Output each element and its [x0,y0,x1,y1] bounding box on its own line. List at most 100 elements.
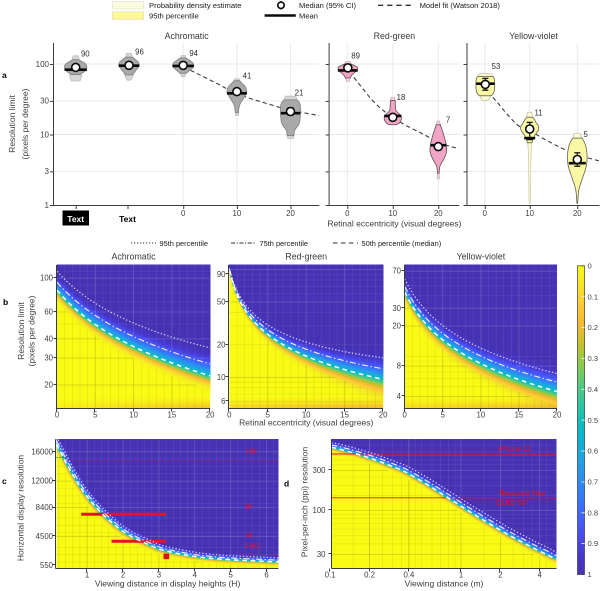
svg-text:1: 1 [588,570,592,579]
svg-text:18: 18 [397,93,406,102]
svg-text:20: 20 [286,209,295,218]
svg-text:Yellow-violet: Yellow-violet [457,252,506,262]
svg-text:Text: Text [67,214,84,224]
svg-text:10: 10 [525,209,534,218]
svg-text:15: 15 [515,411,524,420]
svg-text:15: 15 [168,411,177,420]
svg-text:20: 20 [553,411,562,420]
svg-text:16000: 16000 [31,447,53,456]
svg-text:(pixels per degree): (pixels per degree) [20,88,30,159]
svg-text:a: a [2,70,7,80]
svg-text:70: 70 [392,267,401,276]
svg-text:90: 90 [217,270,226,279]
svg-text:3: 3 [157,571,161,580]
svg-text:Viewing distance (m): Viewing distance (m) [405,579,484,589]
svg-text:Retinal eccentricity (visual d: Retinal eccentricity (visual degrees) [239,418,373,428]
svg-text:Red-green: Red-green [374,31,416,41]
svg-text:0.2: 0.2 [588,323,599,332]
svg-text:8: 8 [397,362,401,371]
svg-text:20: 20 [206,411,215,420]
svg-text:c: c [2,476,7,486]
svg-text:41: 41 [243,72,252,81]
svg-text:Samsung Neo: Samsung Neo [500,488,546,497]
svg-text:Horizontal display resolution: Horizontal display resolution [16,455,26,562]
svg-text:53: 53 [492,62,501,71]
svg-text:40: 40 [44,335,53,344]
svg-text:21: 21 [295,89,304,98]
svg-text:4: 4 [538,571,543,580]
svg-text:0.6: 0.6 [588,447,599,456]
svg-text:Retinal eccentricity (visual d: Retinal eccentricity (visual degrees) [327,219,461,229]
svg-text:4: 4 [397,392,402,401]
svg-text:0: 0 [403,411,408,420]
svg-text:d: d [284,479,289,489]
svg-text:FHD: FHD [245,541,260,550]
svg-text:96: 96 [135,48,144,57]
svg-text:50: 50 [217,298,226,307]
svg-text:4500: 4500 [36,532,54,541]
svg-text:10: 10 [217,373,226,382]
svg-text:Achromatic: Achromatic [112,252,157,262]
svg-text:Mean: Mean [299,12,318,21]
svg-text:16k: 16k [245,446,257,455]
svg-text:50th percentile (median): 50th percentile (median) [362,239,442,248]
svg-text:2: 2 [498,571,502,580]
svg-text:100: 100 [36,60,50,69]
svg-text:5: 5 [266,411,271,420]
svg-text:6: 6 [264,571,268,580]
svg-text:100: 100 [312,506,326,515]
svg-text:4k: 4k [245,530,253,539]
svg-text:0: 0 [588,261,592,270]
svg-text:20: 20 [44,381,53,390]
svg-text:1: 1 [45,201,50,210]
svg-text:Resolution limit: Resolution limit [16,302,26,360]
svg-text:0: 0 [181,209,186,218]
svg-text:20: 20 [573,209,582,218]
svg-text:20: 20 [392,322,401,331]
svg-text:0.2: 0.2 [364,571,375,580]
svg-text:10: 10 [40,130,49,139]
svg-text:QLED 55": QLED 55" [496,498,529,507]
svg-text:0: 0 [227,411,232,420]
svg-text:0.1: 0.1 [588,292,599,301]
svg-text:Text: Text [119,214,136,224]
svg-text:10: 10 [233,209,242,218]
svg-text:550: 550 [40,561,54,570]
svg-text:3: 3 [45,167,50,176]
svg-text:Yellow-violet: Yellow-violet [509,31,558,41]
svg-text:Resolution limit: Resolution limit [7,95,17,153]
svg-text:Median (95% CI): Median (95% CI) [299,1,356,10]
svg-text:10: 10 [388,209,397,218]
svg-text:11: 11 [534,109,542,118]
svg-text:6: 6 [221,397,225,406]
svg-text:15: 15 [340,411,349,420]
svg-text:Red-green: Red-green [285,252,327,262]
svg-text:10: 10 [129,411,138,420]
svg-text:8400: 8400 [36,503,54,512]
svg-text:1: 1 [459,571,463,580]
svg-text:300: 300 [312,466,326,475]
svg-text:5: 5 [441,411,446,420]
svg-text:95th percentile: 95th percentile [160,239,208,248]
svg-text:5: 5 [229,571,234,580]
svg-text:Achromatic: Achromatic [165,31,210,41]
svg-text:95th percentile: 95th percentile [149,12,199,21]
svg-text:4: 4 [193,571,198,580]
svg-text:30: 30 [317,550,326,559]
svg-text:0.3: 0.3 [588,354,599,363]
svg-text:2: 2 [121,571,125,580]
svg-text:1: 1 [85,571,89,580]
svg-text:60: 60 [44,308,53,317]
svg-text:30: 30 [392,304,401,313]
svg-text:Probability density estimate: Probability density estimate [149,1,241,10]
svg-text:8k: 8k [245,502,253,511]
svg-text:5: 5 [584,130,589,139]
svg-text:Model fit (Watson 2018): Model fit (Watson 2018) [420,1,501,10]
svg-text:0: 0 [55,411,60,420]
svg-text:Pixel-per-inch (ppi) resolutio: Pixel-per-inch (ppi) resolution [300,446,310,557]
svg-text:12000: 12000 [31,477,53,486]
svg-text:20: 20 [434,209,443,218]
svg-text:0.9: 0.9 [588,539,599,548]
svg-text:89: 89 [351,52,360,61]
svg-text:100: 100 [40,274,54,283]
